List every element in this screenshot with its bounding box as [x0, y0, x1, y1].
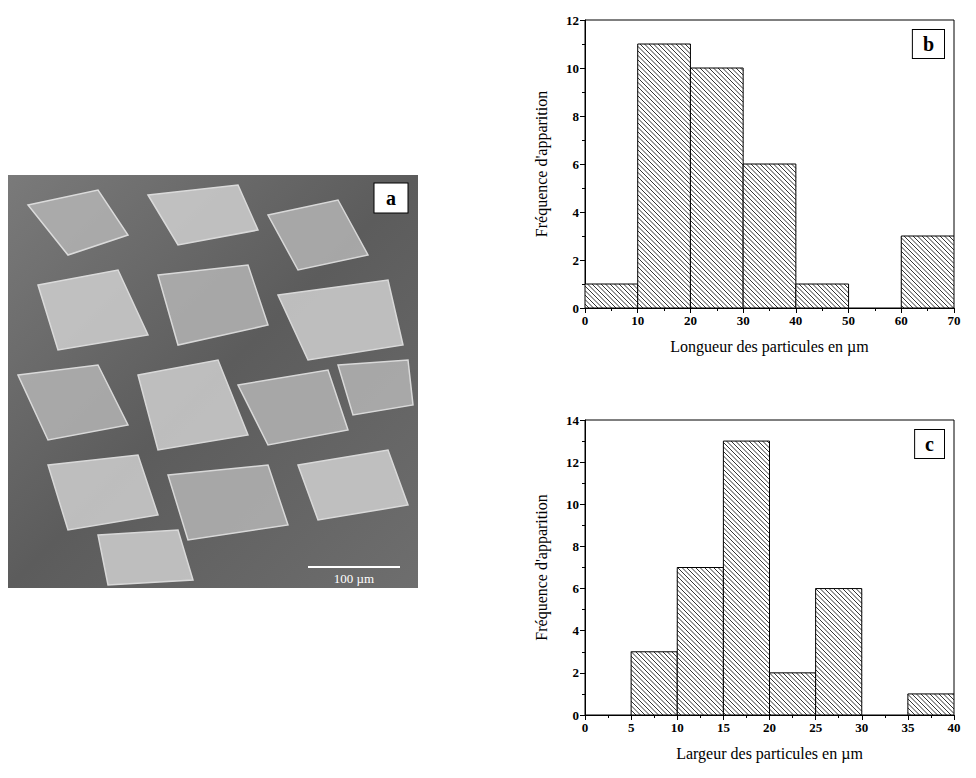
svg-text:2: 2 — [573, 665, 580, 680]
svg-text:0: 0 — [582, 720, 589, 735]
svg-text:14: 14 — [566, 413, 580, 428]
svg-text:10: 10 — [671, 720, 684, 735]
svg-text:8: 8 — [573, 539, 580, 554]
svg-text:0: 0 — [573, 301, 580, 316]
svg-text:35: 35 — [901, 720, 915, 735]
svg-text:20: 20 — [763, 720, 776, 735]
svg-text:25: 25 — [809, 720, 823, 735]
svg-text:40: 40 — [948, 720, 961, 735]
svg-text:12: 12 — [566, 13, 579, 28]
svg-text:6: 6 — [573, 157, 580, 172]
svg-text:c: c — [925, 433, 934, 455]
svg-text:4: 4 — [573, 623, 580, 638]
svg-text:60: 60 — [895, 313, 908, 328]
svg-text:15: 15 — [717, 720, 731, 735]
svg-text:70: 70 — [948, 313, 961, 328]
svg-text:Longueur des particules en µm: Longueur des particules en µm — [670, 338, 869, 356]
svg-text:4: 4 — [573, 205, 580, 220]
svg-text:40: 40 — [789, 313, 802, 328]
svg-text:10: 10 — [566, 497, 579, 512]
svg-text:30: 30 — [855, 720, 868, 735]
svg-text:0: 0 — [582, 313, 589, 328]
svg-text:2: 2 — [573, 253, 580, 268]
svg-text:Fréquence d'apparition: Fréquence d'apparition — [533, 494, 551, 640]
svg-text:8: 8 — [573, 109, 580, 124]
svg-text:12: 12 — [566, 455, 579, 470]
svg-text:5: 5 — [628, 720, 635, 735]
svg-text:a: a — [386, 187, 396, 209]
svg-text:100 µm: 100 µm — [334, 571, 374, 586]
svg-text:50: 50 — [842, 313, 855, 328]
svg-text:30: 30 — [737, 313, 750, 328]
svg-text:0: 0 — [573, 708, 580, 723]
svg-text:10: 10 — [566, 61, 579, 76]
svg-text:6: 6 — [573, 581, 580, 596]
svg-text:b: b — [923, 33, 934, 55]
svg-text:Largeur des particules en µm: Largeur des particules en µm — [676, 745, 863, 763]
svg-text:Fréquence d'apparition: Fréquence d'apparition — [533, 91, 551, 237]
svg-text:10: 10 — [631, 313, 644, 328]
svg-text:20: 20 — [684, 313, 697, 328]
